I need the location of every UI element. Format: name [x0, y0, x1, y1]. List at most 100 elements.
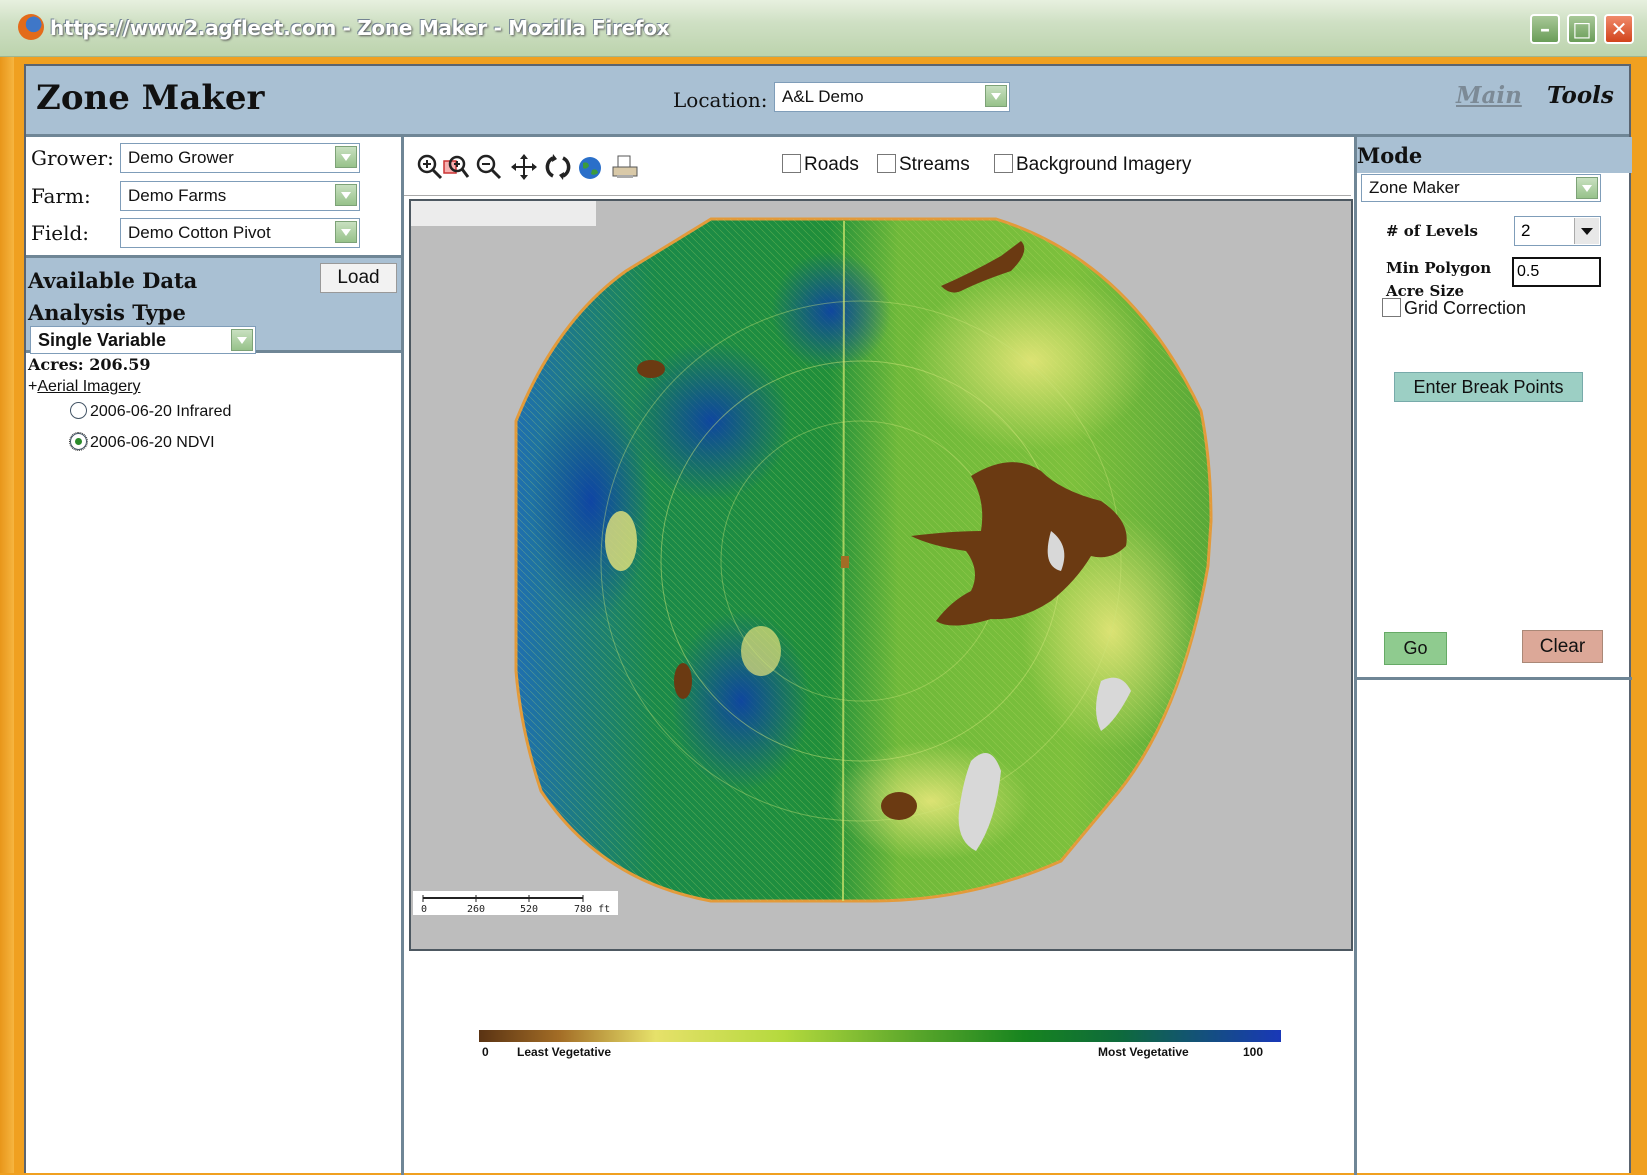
nav-tools-link[interactable]: Tools	[1547, 82, 1614, 109]
nav-main-link[interactable]: Main	[1456, 82, 1522, 109]
farm-select[interactable]: Demo Farms	[120, 181, 360, 211]
analysis-type-value: Single Variable	[38, 330, 167, 350]
grid-correction-label: Grid Correction	[1404, 298, 1527, 318]
legend-min: 0	[482, 1045, 489, 1059]
location-value: A&L Demo	[782, 87, 864, 106]
layer-label: Background Imagery	[1016, 154, 1192, 175]
imagery-option-label: 2006-06-20 NDVI	[90, 434, 215, 451]
expand-icon[interactable]: +	[28, 378, 38, 395]
legend-min-label: Least Vegetative	[517, 1045, 612, 1059]
zoom-box-icon[interactable]	[442, 153, 470, 181]
radio-button[interactable]	[70, 402, 87, 419]
dropdown-arrow-icon	[1574, 218, 1599, 244]
left-panel: Grower: Demo Grower Farm: Demo Farms Fie…	[26, 137, 404, 1175]
imagery-option-infrared[interactable]: 2006-06-20 Infrared	[70, 402, 231, 421]
scale-label: 520	[520, 904, 538, 915]
low-vegetation-area	[911, 462, 1127, 626]
window-frame	[0, 0, 14, 1173]
aerial-imagery-node[interactable]: +Aerial Imagery	[28, 378, 141, 396]
grower-select[interactable]: Demo Grower	[120, 143, 360, 173]
ndvi-legend-bar	[479, 1030, 1281, 1042]
legend-max: 100	[1243, 1045, 1264, 1059]
min-polygon-label: Min Polygon	[1386, 259, 1492, 277]
scale-label: 260	[467, 904, 485, 915]
legend-max-label: Most Vegetative	[1098, 1045, 1189, 1059]
clear-button[interactable]: Clear	[1522, 630, 1603, 663]
min-polygon-input[interactable]: 0.5	[1512, 257, 1601, 287]
analysis-type-select[interactable]: Single Variable	[30, 326, 256, 354]
aerial-imagery-link[interactable]: Aerial Imagery	[37, 378, 141, 395]
location-select[interactable]: A&L Demo	[774, 82, 1010, 112]
field-select[interactable]: Demo Cotton Pivot	[120, 218, 360, 248]
no-data-hole	[1047, 531, 1065, 571]
scale-bar-box	[413, 891, 618, 915]
minimize-button[interactable]: –	[1530, 14, 1560, 44]
close-button[interactable]: ✕	[1604, 14, 1634, 44]
imagery-option-label: 2006-06-20 Infrared	[90, 403, 232, 420]
chevron-down-icon	[231, 329, 253, 351]
load-button[interactable]: Load	[320, 263, 397, 293]
chevron-down-icon	[335, 146, 357, 168]
available-data-section: Available Data Load Analysis Type Single…	[26, 255, 401, 354]
mode-value: Zone Maker	[1369, 178, 1460, 197]
layer-label: Roads	[804, 154, 859, 175]
map-toolbar: Roads Streams Background Imagery	[404, 137, 1351, 196]
levels-value: 2	[1521, 221, 1531, 240]
layer-label: Streams	[899, 154, 970, 175]
low-vegetation-spot	[674, 663, 692, 699]
background-imagery-checkbox[interactable]	[994, 154, 1013, 173]
roads-checkbox[interactable]	[782, 154, 801, 173]
levels-select[interactable]: 2	[1514, 216, 1601, 246]
grid-correction-checkbox[interactable]	[1382, 298, 1401, 317]
grid-correction-option[interactable]: Grid Correction	[1382, 298, 1526, 319]
location-label: Location:	[673, 88, 768, 112]
farm-value: Demo Farms	[128, 186, 227, 205]
no-data-hole	[1096, 677, 1131, 731]
field-texture	[516, 219, 1211, 901]
ndvi-field-image[interactable]: 0 260 520 780 ft	[411, 201, 1351, 949]
enter-break-points-button[interactable]: Enter Break Points	[1394, 372, 1583, 402]
map-panel: Roads Streams Background Imagery	[404, 137, 1353, 1175]
low-vegetation-spot	[881, 792, 917, 820]
chevron-down-icon	[335, 221, 357, 243]
globe-icon[interactable]	[576, 153, 604, 181]
pan-icon[interactable]	[510, 153, 538, 181]
layer-background-imagery[interactable]: Background Imagery	[994, 154, 1191, 176]
grower-value: Demo Grower	[128, 148, 234, 167]
farm-label: Farm:	[31, 184, 91, 208]
acre-size-label: Acre Size	[1386, 282, 1465, 300]
no-data-hole	[958, 753, 1001, 851]
refresh-icon[interactable]	[544, 153, 572, 181]
layer-streams[interactable]: Streams	[877, 154, 970, 176]
zoom-out-icon[interactable]	[475, 153, 503, 181]
maximize-button[interactable]: □	[1567, 14, 1597, 44]
field-value: Demo Cotton Pivot	[128, 223, 271, 242]
divider	[1357, 677, 1632, 680]
analysis-type-title: Analysis Type	[28, 300, 186, 325]
title-bar: https://www2.agfleet.com - Zone Maker - …	[0, 0, 1647, 57]
grower-label: Grower:	[31, 146, 114, 170]
scale-label: 780 ft	[574, 904, 610, 915]
print-icon[interactable]	[611, 153, 639, 181]
acres-readout: Acres: 206.59	[28, 355, 151, 374]
low-vegetation-spot	[637, 360, 665, 378]
map-canvas[interactable]: 0 260 520 780 ft	[409, 199, 1353, 951]
available-data-title: Available Data	[28, 268, 198, 293]
scale-label: 0	[421, 904, 427, 915]
radio-button-selected[interactable]	[69, 432, 88, 451]
window-title: https://www2.agfleet.com - Zone Maker - …	[50, 16, 670, 40]
mode-select[interactable]: Zone Maker	[1361, 174, 1601, 202]
chevron-down-icon	[1576, 177, 1598, 199]
go-button[interactable]: Go	[1384, 632, 1447, 665]
mode-header: Mode	[1357, 137, 1632, 173]
field-label: Field:	[31, 221, 90, 245]
chevron-down-icon	[335, 184, 357, 206]
zoom-in-icon[interactable]	[416, 153, 444, 181]
app-window: Zone Maker Location: A&L Demo Main Tools…	[24, 64, 1632, 1175]
levels-label: # of Levels	[1386, 222, 1478, 240]
imagery-option-ndvi[interactable]: 2006-06-20 NDVI	[69, 432, 215, 452]
layer-roads[interactable]: Roads	[782, 154, 859, 176]
app-header: Zone Maker Location: A&L Demo Main Tools	[26, 66, 1629, 137]
firefox-icon	[18, 14, 44, 40]
streams-checkbox[interactable]	[877, 154, 896, 173]
